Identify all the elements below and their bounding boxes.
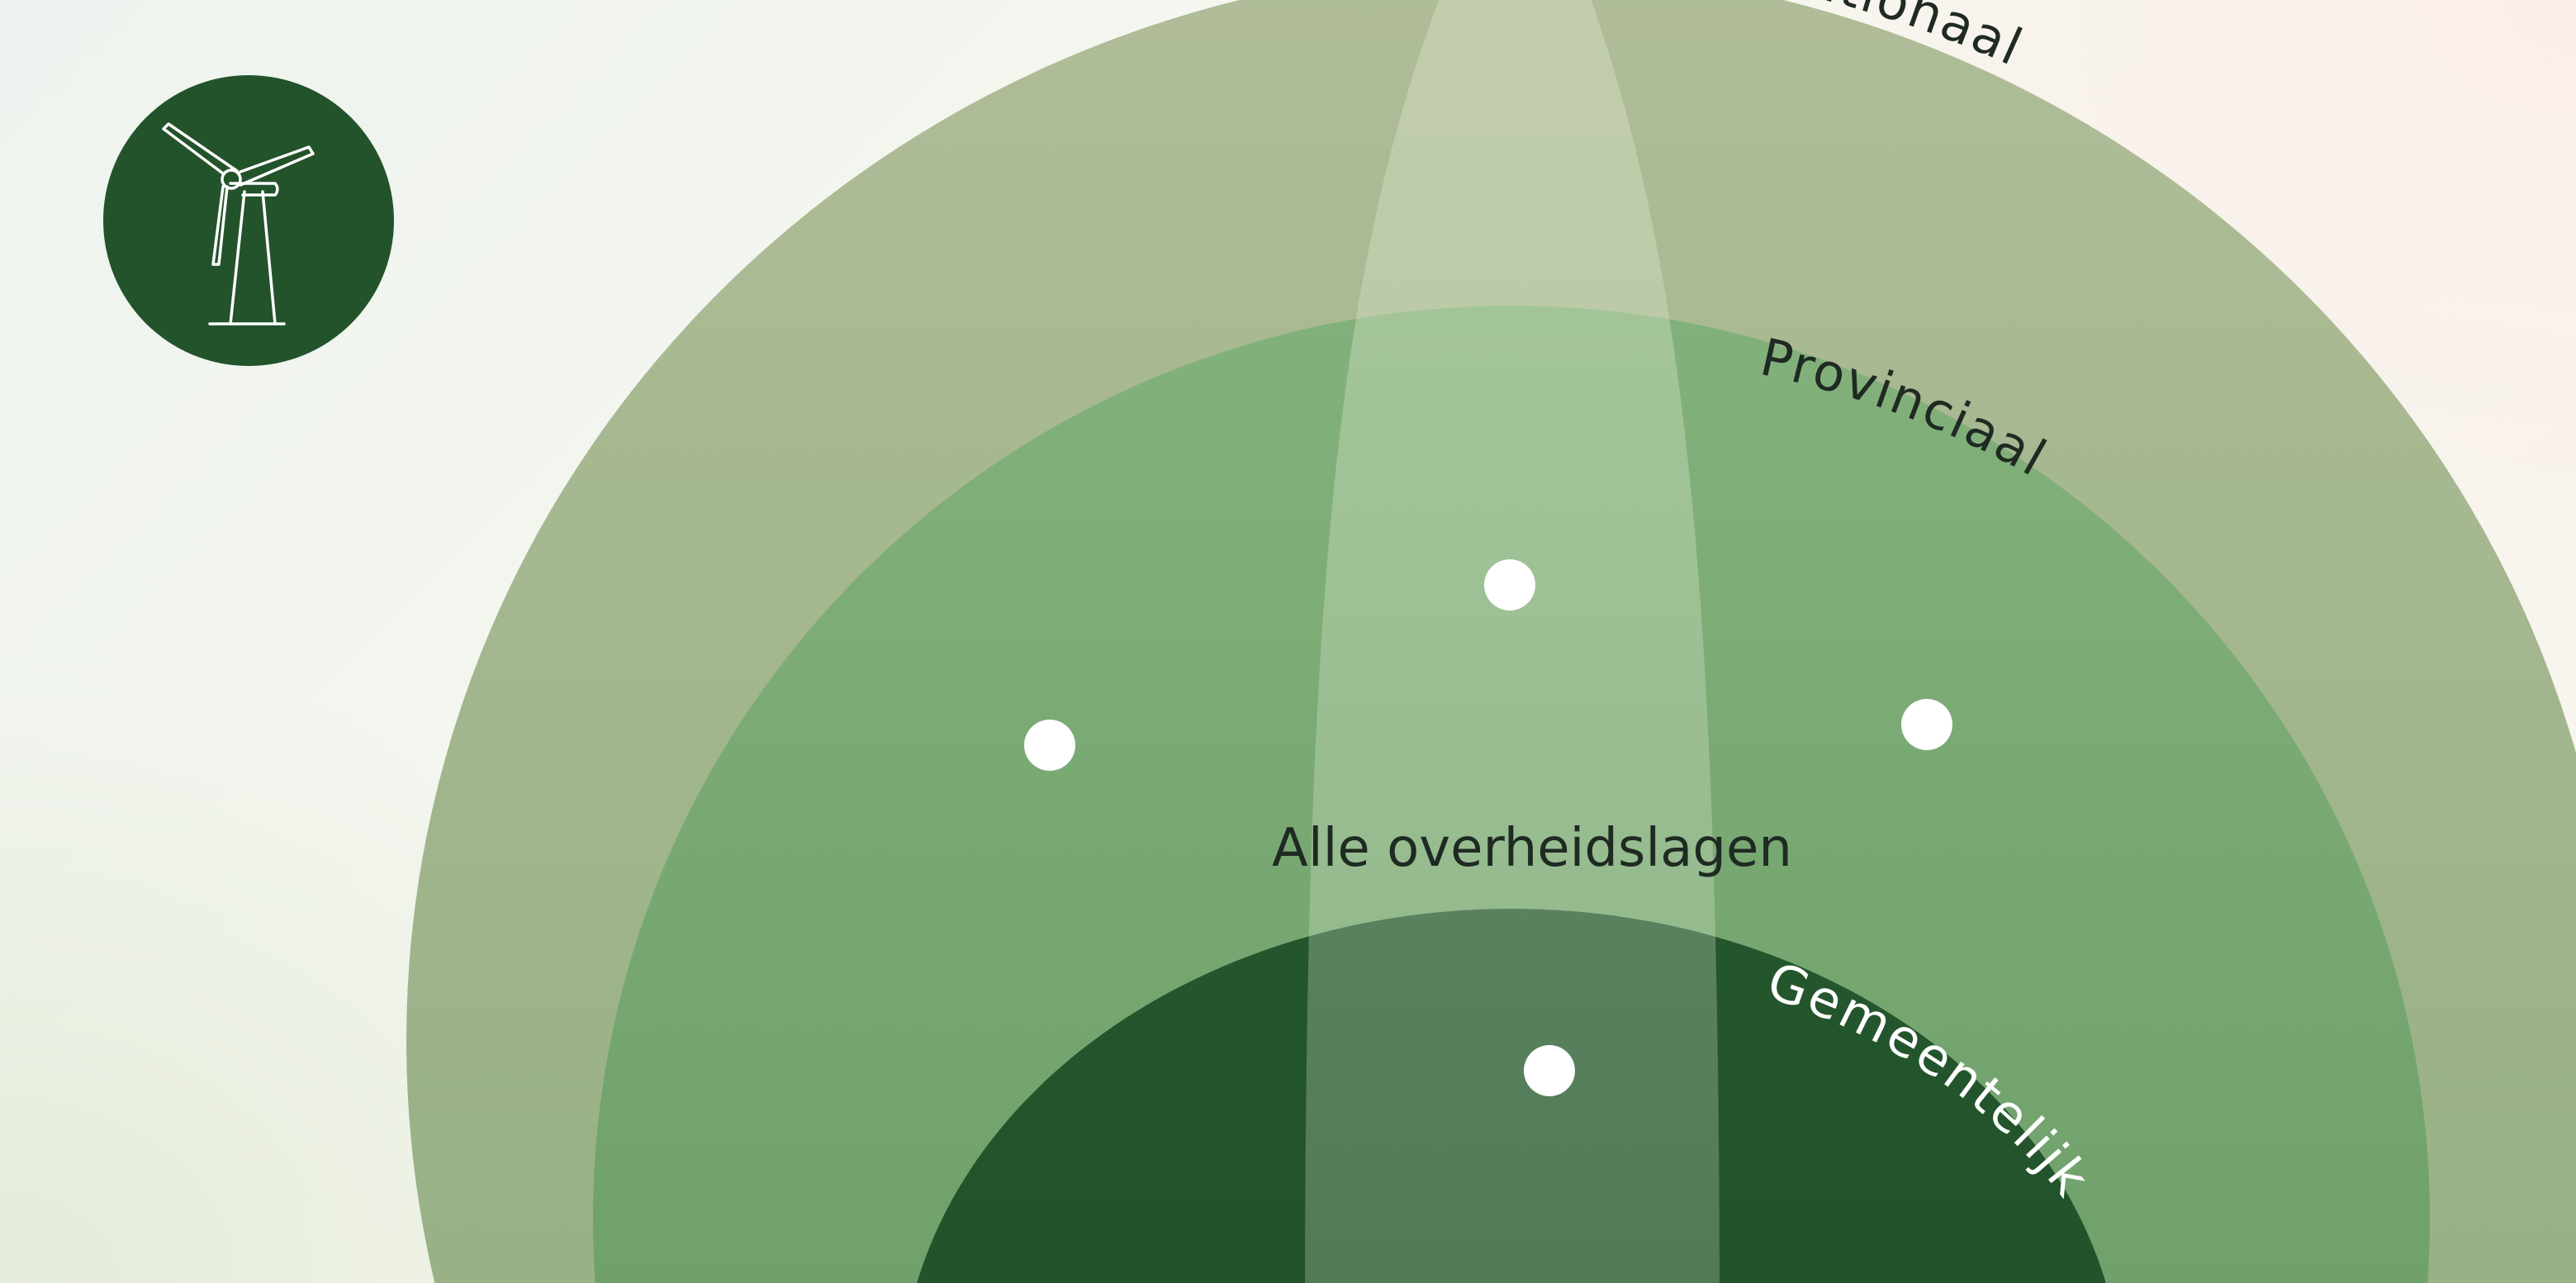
label-alle-overheidslagen: Alle overheidslagen <box>1272 818 1792 879</box>
wind-turbine-badge <box>103 75 394 366</box>
marker-dot <box>1484 559 1535 611</box>
marker-dot <box>1901 699 1952 750</box>
wind-turbine-icon <box>162 122 315 326</box>
marker-dot <box>1524 1045 1575 1096</box>
marker-dot <box>1024 720 1075 771</box>
overlap-band <box>1305 0 1720 1283</box>
